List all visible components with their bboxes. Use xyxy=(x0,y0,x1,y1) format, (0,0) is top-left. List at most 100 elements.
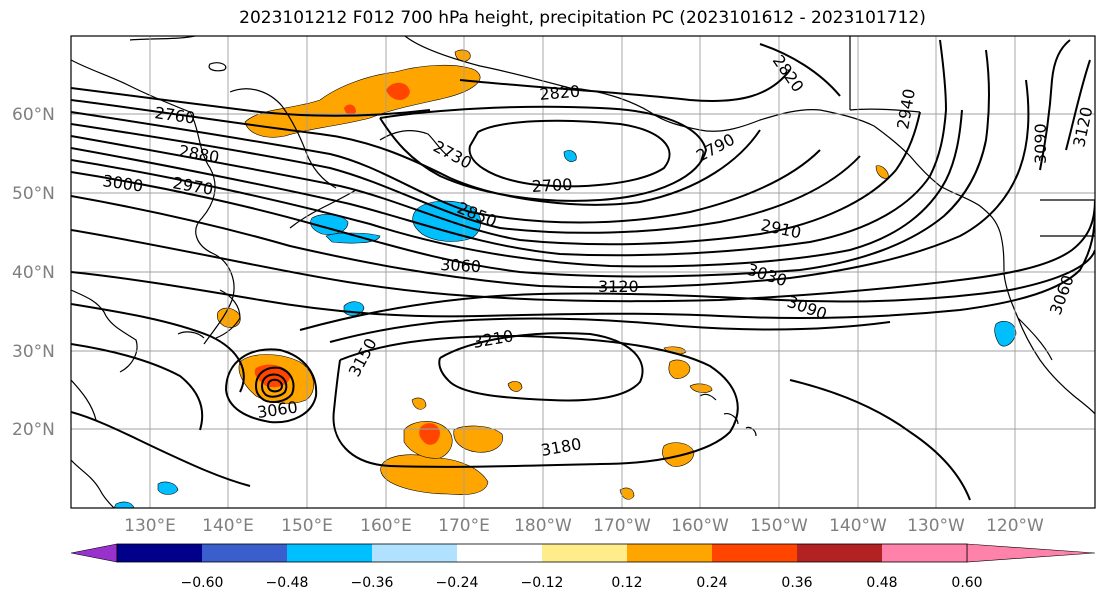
precip-area-aleutian-core2 xyxy=(344,104,356,116)
contour-3120 xyxy=(71,249,1095,393)
lon-label: 160°W xyxy=(671,516,729,536)
contour-label: 3090 xyxy=(1031,123,1050,164)
colorbar-segment xyxy=(627,544,712,562)
precip-area-small-2 xyxy=(619,487,635,500)
coast-bering xyxy=(379,130,449,157)
height-contours xyxy=(71,39,1095,501)
colorbar-tick-label: 0.24 xyxy=(696,575,727,591)
colorbar-tick-label: −0.12 xyxy=(521,575,564,591)
contour-2940 xyxy=(71,39,948,257)
precip-neg-small-4 xyxy=(994,321,1017,347)
longitude-labels: 130°E 140°E 150°E 160°E 170°E 180°W 170°… xyxy=(124,516,1044,536)
precip-area-japan xyxy=(216,307,241,328)
coastlines xyxy=(71,36,1095,508)
precip-area-aleutian-light xyxy=(454,49,471,62)
coast-north-america xyxy=(999,231,1095,415)
precip-area-subtrop-3 xyxy=(419,423,440,445)
contour-typhoon-ring-3 xyxy=(267,378,283,393)
lon-label: 130°W xyxy=(907,516,965,536)
colorbar-extend-right xyxy=(966,543,1096,563)
contour-3210 xyxy=(438,332,644,402)
colorbar-segment xyxy=(712,544,797,562)
precip-area-aleutian-core xyxy=(386,82,410,100)
colorbar-segment xyxy=(202,544,287,562)
contour-3060-a xyxy=(71,199,1095,303)
contour-2910 xyxy=(71,111,921,246)
colorbar-frame xyxy=(116,543,968,563)
colorbar-extend-left xyxy=(70,543,118,563)
colorbar-segment xyxy=(457,544,542,562)
lon-label: 170°W xyxy=(593,516,651,536)
contour-east-lower xyxy=(789,379,971,501)
contour-3000 xyxy=(71,49,990,278)
contour-label: 3060 xyxy=(440,255,482,276)
contour-2850 xyxy=(71,111,821,224)
colorbar-segment xyxy=(542,544,627,562)
colorbar-segment xyxy=(372,544,457,562)
lon-label: 140°E xyxy=(202,516,254,536)
coast-japan xyxy=(177,289,241,339)
precip-neg-small-5 xyxy=(113,501,135,508)
contour-2880 xyxy=(71,123,861,234)
precip-area-hawaii-1 xyxy=(662,442,695,467)
contour-west-3150 xyxy=(71,411,251,487)
contour-typhoon-ring-2 xyxy=(261,373,288,398)
latitude-labels: 60°N 50°N 40°N 30°N 20°N xyxy=(12,105,55,440)
lat-label: 50°N xyxy=(12,184,55,204)
lat-label: 30°N xyxy=(12,342,55,362)
precip-area-hawaii-3 xyxy=(689,383,713,393)
contour-3090-top xyxy=(1039,39,1071,171)
lat-label: 60°N xyxy=(12,105,55,125)
colorbar-tick-label: −0.36 xyxy=(351,575,394,591)
colorbar: −0.60 −0.48 −0.36 −0.24 −0.12 0.12 0.24 … xyxy=(70,543,1096,591)
colorbar-segment xyxy=(117,544,202,562)
contour-3030 xyxy=(71,79,1030,289)
contour-2790 xyxy=(71,99,761,206)
contour-2760 xyxy=(71,87,431,117)
contour-2820-b xyxy=(759,43,841,97)
contour-3060-typhoon-outer xyxy=(225,348,318,424)
precip-neg-west-2 xyxy=(325,232,381,244)
contour-typhoon-ring-1 xyxy=(255,366,295,403)
lat-label: 20°N xyxy=(12,420,55,440)
precip-neg-small-3 xyxy=(157,481,179,495)
contour-3090-a xyxy=(71,209,1095,319)
lon-label: 140°W xyxy=(829,516,887,536)
lon-label: 160°E xyxy=(360,516,412,536)
map-title: 2023101212 F012 700 hPa height, precipit… xyxy=(239,8,926,28)
lon-label: 120°W xyxy=(986,516,1044,536)
coast-ne-asia xyxy=(129,36,227,72)
colorbar-tick-label: 0.36 xyxy=(781,575,812,591)
colorbar-tick-label: −0.24 xyxy=(436,575,479,591)
coast-canada-border xyxy=(849,36,1095,237)
lon-label: 150°E xyxy=(281,516,333,536)
colorbar-segment xyxy=(882,544,967,562)
precip-area-subtrop-5 xyxy=(411,397,427,410)
contour-2730 xyxy=(379,105,708,202)
lon-label: 130°E xyxy=(124,516,176,536)
lat-label: 40°N xyxy=(12,263,55,283)
colorbar-tick-label: 0.60 xyxy=(951,575,982,591)
contour-2820-a xyxy=(459,69,791,102)
contour-label: 2700 xyxy=(531,175,573,196)
coast-kamchatka xyxy=(229,88,337,189)
colorbar-tick-label: 0.12 xyxy=(611,575,642,591)
contour-label: 3120 xyxy=(598,277,639,296)
colorbar-ticks: −0.60 −0.48 −0.36 −0.24 −0.12 0.12 0.24 … xyxy=(181,575,983,591)
lon-label: 150°W xyxy=(750,516,808,536)
coast-alaska xyxy=(404,36,1001,233)
colorbar-tick-label: 0.48 xyxy=(866,575,897,591)
contour-3120-top xyxy=(1065,59,1091,151)
colorbar-tick-label: −0.48 xyxy=(266,575,309,591)
colorbar-segment xyxy=(287,544,372,562)
plot-border xyxy=(70,35,1096,509)
contour-3150 xyxy=(71,317,891,431)
colorbar-tick-label: −0.60 xyxy=(181,575,224,591)
coast-asia-east xyxy=(71,59,235,508)
lon-label: 170°E xyxy=(438,516,490,536)
contour-label: 2820 xyxy=(539,82,581,104)
precip-area-small-1 xyxy=(507,381,523,392)
contour-2700 xyxy=(468,119,671,188)
coast-kuril xyxy=(289,189,357,229)
